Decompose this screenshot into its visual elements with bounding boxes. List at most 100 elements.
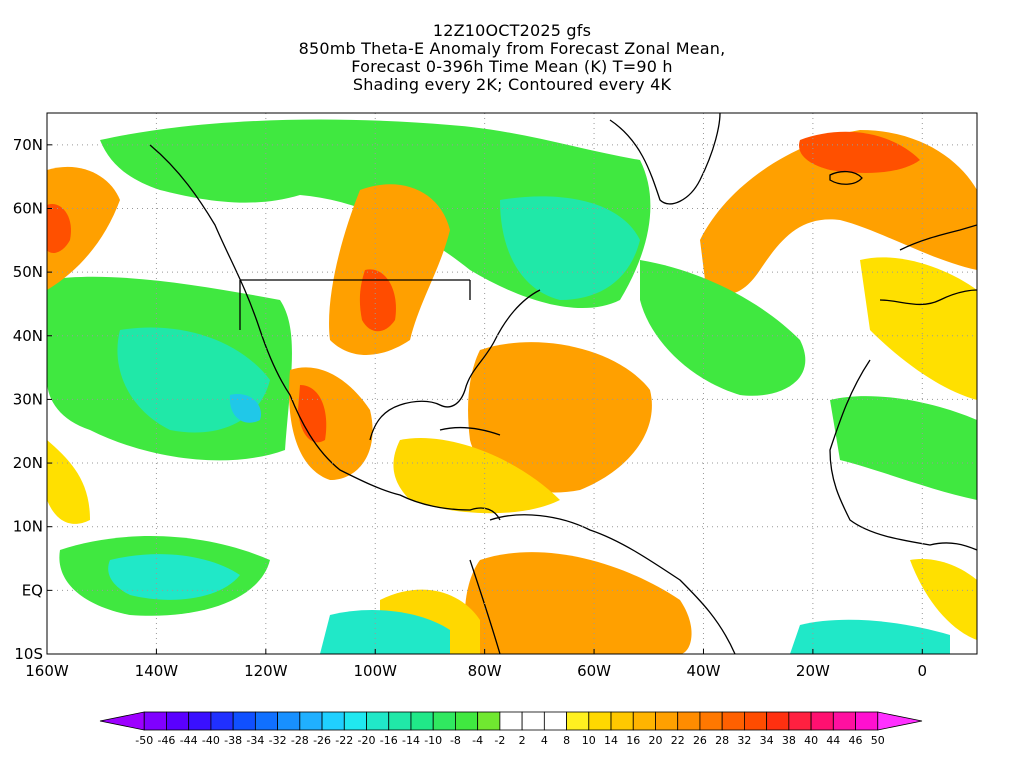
lon-tick-label: 120W: [244, 662, 288, 680]
colorbar-tick-label: -22: [335, 734, 353, 747]
colorbar-tick-label: 2: [519, 734, 526, 747]
lon-tick-labels: 160W 140W 120W 100W 80W 60W 40W 20W 0: [25, 649, 927, 680]
shade-samerica-orange: [464, 552, 692, 654]
colorbar-swatch: [299, 711, 323, 731]
lat-tick-label: 20N: [13, 454, 43, 472]
shade-northeast-pacific-yellow: [47, 440, 90, 524]
colorbar-tick-label: 4: [541, 734, 548, 747]
shade-plains-red: [359, 269, 396, 332]
colorbar-swatch: [277, 711, 301, 731]
colorbar-swatch: [832, 711, 856, 731]
lat-tick-label: 70N: [13, 136, 43, 154]
anomaly-shading: [47, 113, 977, 654]
iceland-outline: [829, 170, 863, 185]
lon-tick-label: 20W: [796, 662, 830, 680]
colorbar-swatch: [366, 711, 390, 731]
title-line-1: 12Z10OCT2025 gfs: [432, 21, 592, 40]
colorbar-swatch: [699, 711, 723, 731]
colorbar-labels: -50 -46 -44 -40 -38 -34 -32 -28 -26 -22 -20 -16 -14-…: [135, 734, 885, 747]
coastlines: [149, 113, 977, 654]
shade-natl-green: [640, 260, 806, 396]
colorbar-swatch: [432, 711, 456, 731]
colorbar-swatch: [343, 711, 367, 731]
colorbar-swatch: [388, 711, 412, 731]
colorbar-swatch: [188, 711, 212, 731]
colorbar-tick-label: 46: [849, 734, 863, 747]
lon-tick-label: 160W: [25, 662, 69, 680]
colorbar-tick-label: 16: [626, 734, 640, 747]
colorbar-tick-label: -32: [269, 734, 287, 747]
shade-atlantic-orange: [468, 342, 652, 493]
colorbar-swatch: [232, 711, 256, 731]
south-america-outline: [469, 514, 736, 654]
colorbar-swatch: [521, 711, 545, 731]
africa-outline: [829, 359, 977, 551]
shade-southeast-pacific-cyan: [320, 610, 450, 654]
lon-tick-label: 140W: [135, 662, 179, 680]
colorbar-swatch: [610, 711, 634, 731]
colorbar-swatch: [632, 711, 656, 731]
shade-tropical-pacific-cyan: [108, 554, 241, 600]
colorbar-tick-label: 28: [715, 734, 729, 747]
title-line-4: Shading every 2K; Contoured every 4K: [352, 75, 672, 94]
lon-tick-label: 40W: [687, 662, 721, 680]
colorbar-tick-label: 20: [648, 734, 662, 747]
colorbar-tick-label: 40: [804, 734, 818, 747]
shade-europe-yellow: [860, 257, 977, 400]
colorbar-tick-label: -28: [291, 734, 309, 747]
colorbar-tick-label: 34: [760, 734, 774, 747]
colorbar-tick-label: -10: [424, 734, 442, 747]
lon-tick-label: 0: [918, 662, 928, 680]
colorbar-swatch: [877, 711, 923, 731]
shade-bering-orange: [47, 166, 120, 290]
colorbar-swatch: [210, 711, 234, 731]
colorbar-tick-label: -2: [494, 734, 505, 747]
colorbar-swatch: [499, 711, 523, 731]
colorbar-tick-label: -14: [402, 734, 420, 747]
colorbar-tick-label: 10: [582, 734, 596, 747]
shade-africa-green: [830, 396, 977, 500]
lat-tick-label: EQ: [22, 581, 43, 599]
colorbar-tick-label: -26: [313, 734, 331, 747]
colorbar-tick-label: -46: [157, 734, 175, 747]
lat-tick-labels: 70N 60N 50N 40N 30N 20N 10N EQ 10S: [13, 136, 52, 663]
colorbar-tick-label: -4: [472, 734, 483, 747]
colorbar-swatch: [721, 711, 745, 731]
colorbar-tick-label: 38: [782, 734, 796, 747]
colorbar-swatch: [855, 711, 879, 731]
colorbar-tick-label: 8: [563, 734, 570, 747]
europe-outline: [879, 224, 977, 306]
colorbar-swatch: [455, 711, 479, 731]
north-america-outline: [149, 144, 541, 521]
lon-tick-label: 100W: [354, 662, 398, 680]
colorbar-swatch: [766, 711, 790, 731]
colorbar-tick-label: -20: [358, 734, 376, 747]
shade-bering-red: [47, 204, 71, 253]
colorbar-swatch: [254, 711, 279, 731]
us-border: [239, 279, 471, 330]
colorbar-tick-label: -34: [246, 734, 264, 747]
shade-natl-swirl-orange: [700, 130, 977, 294]
colorbar-swatch: [166, 711, 190, 731]
colorbar-swatch: [810, 711, 834, 731]
colorbar-tick-label: 22: [671, 734, 685, 747]
shade-guinea-yellow: [910, 559, 977, 640]
lat-tick-label: 10S: [14, 645, 43, 663]
shade-natl-swirl-red: [799, 131, 920, 173]
colorbar-swatch: [477, 711, 501, 731]
lat-tick-label: 10N: [13, 518, 43, 536]
shade-canada-green: [100, 119, 651, 309]
colorbar-tick-label: 26: [693, 734, 707, 747]
shade-pacific-cyan: [229, 394, 261, 423]
colorbar: [99, 711, 923, 731]
colorbar-swatch: [143, 711, 167, 731]
lat-tick-label: 30N: [13, 390, 43, 408]
colorbar-tick-label: -40: [202, 734, 220, 747]
greenland-outline: [609, 113, 721, 205]
colorbar-swatch: [677, 711, 701, 731]
colorbar-tick-label: 50: [871, 734, 885, 747]
colorbar-swatch: [543, 711, 567, 731]
colorbar-tick-label: -16: [380, 734, 398, 747]
lon-tick-label: 60W: [577, 662, 611, 680]
